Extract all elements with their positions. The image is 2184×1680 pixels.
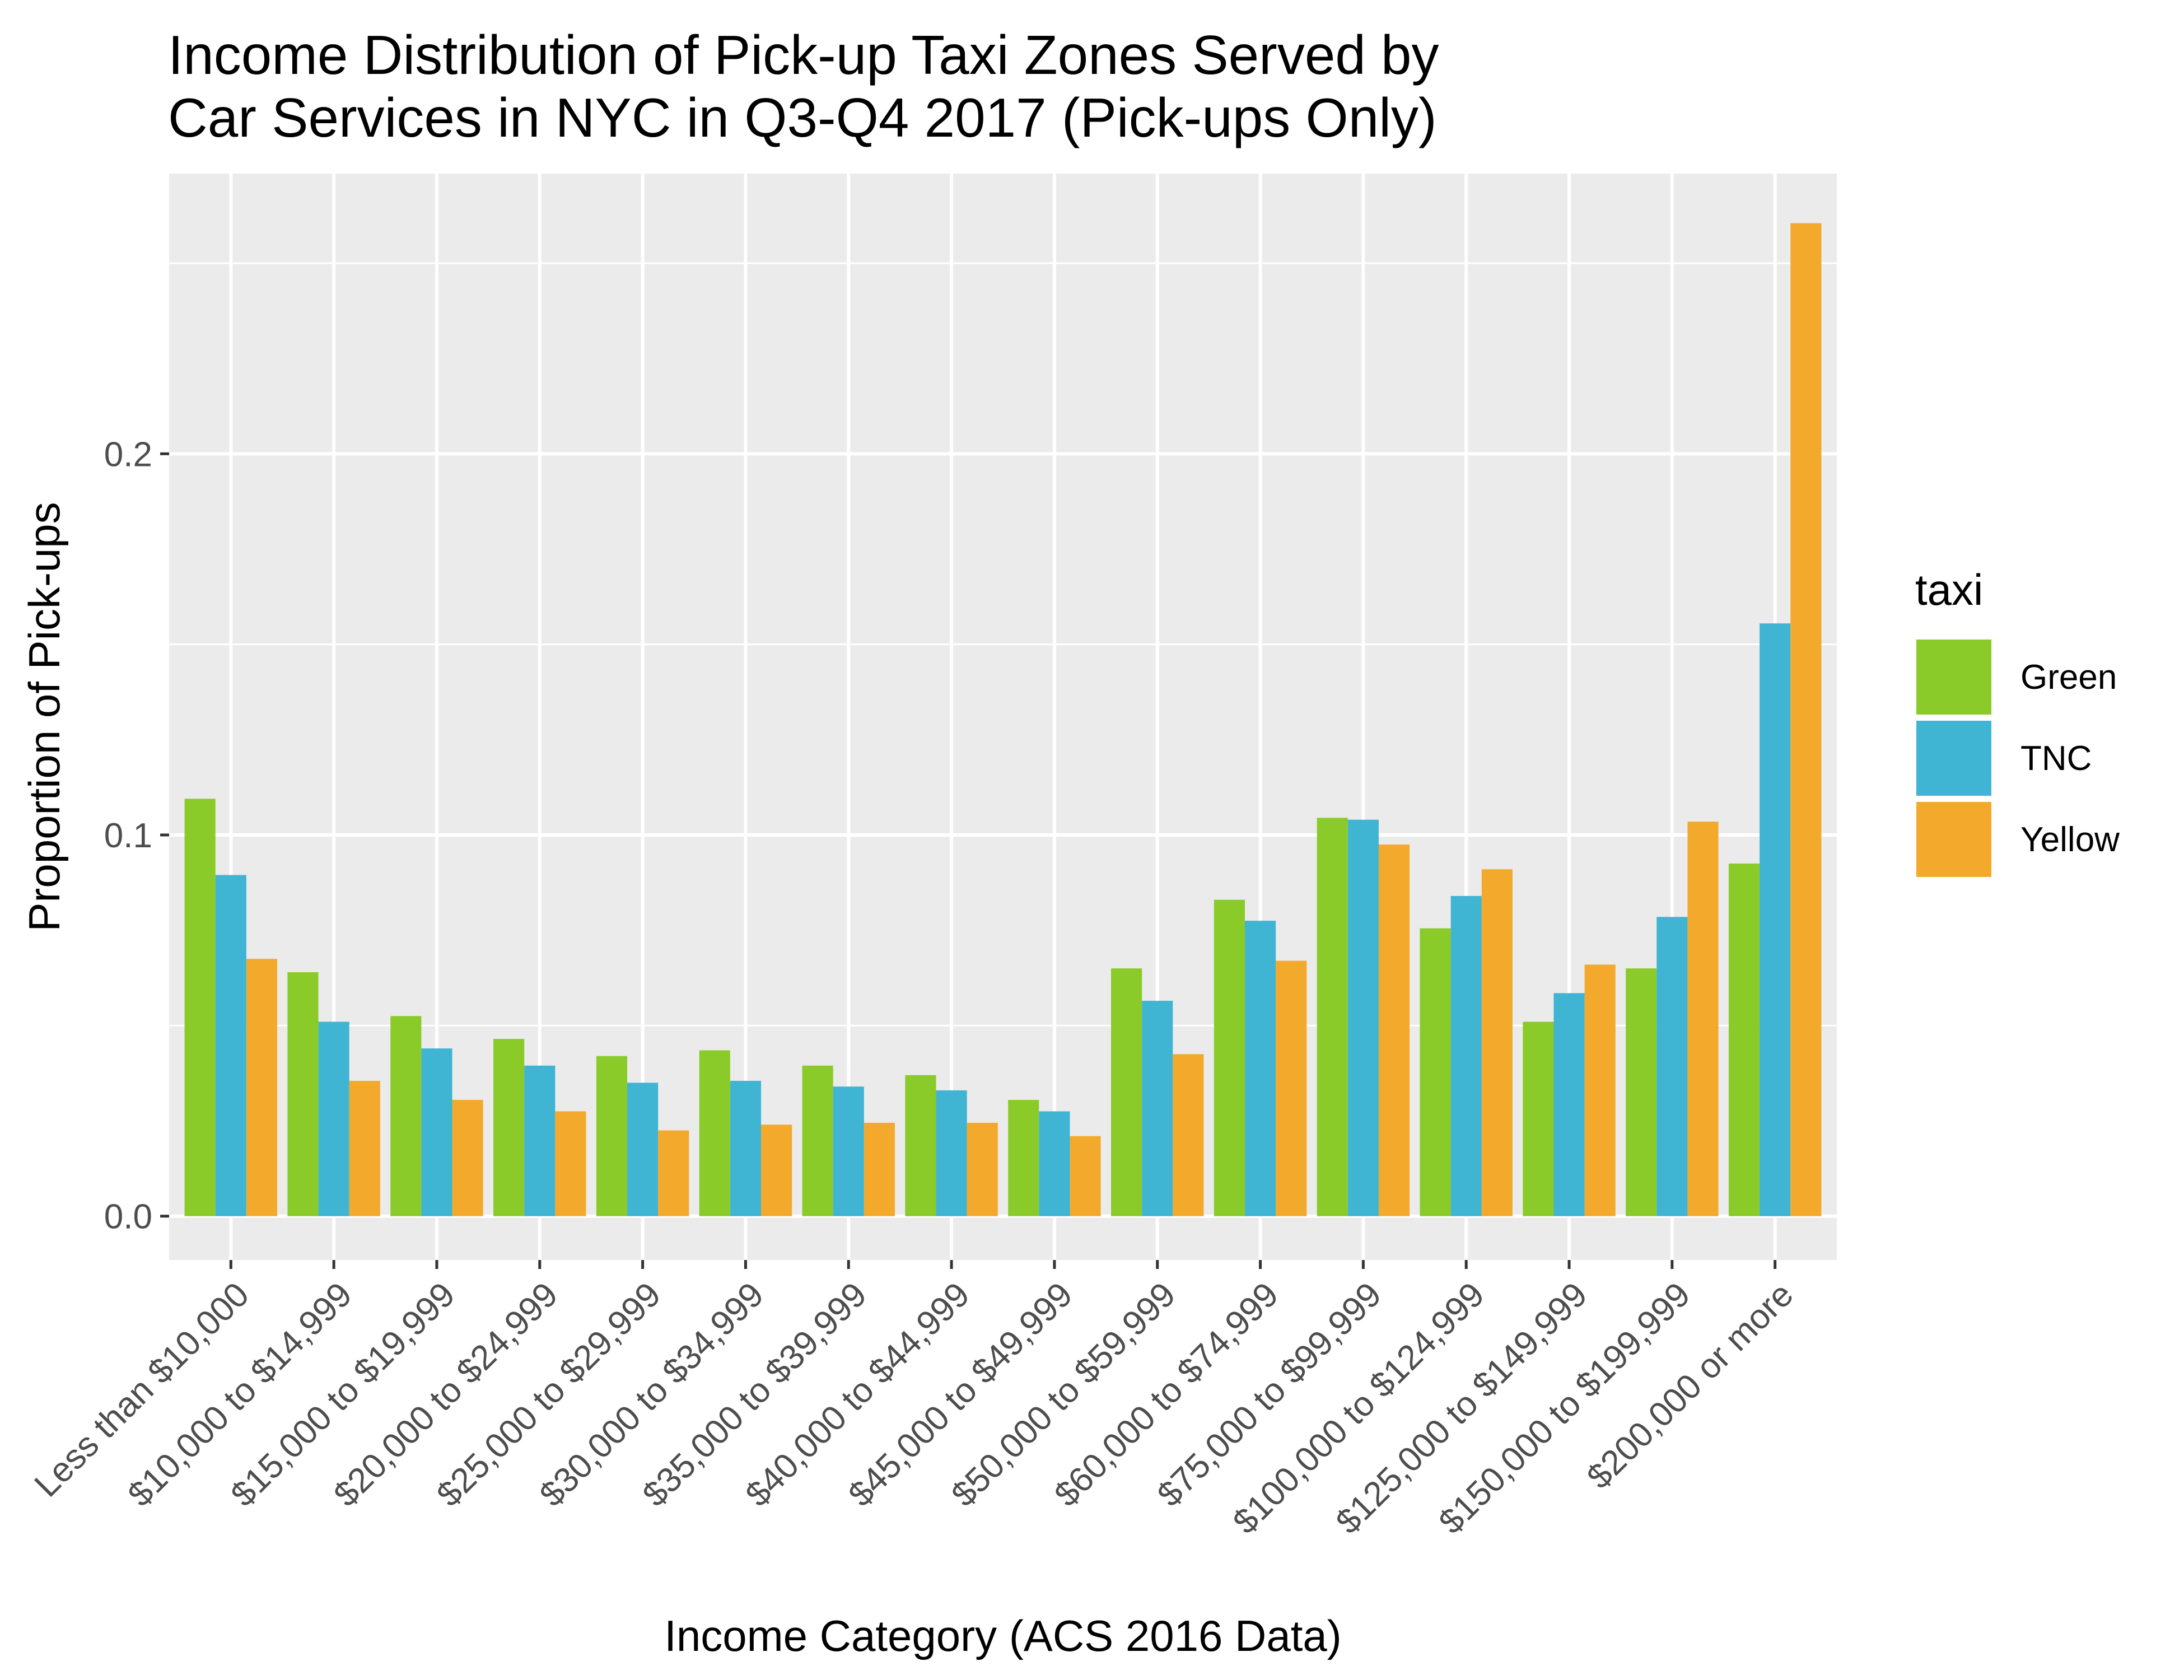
bar-green	[1008, 1100, 1039, 1216]
bar-tnc	[1760, 623, 1791, 1216]
bar-yellow	[1584, 964, 1616, 1216]
bar-yellow	[349, 1081, 380, 1216]
bar-yellow	[1276, 960, 1307, 1216]
bar-green	[1523, 1021, 1554, 1216]
legend-key-green	[1916, 640, 1991, 715]
bar-yellow	[658, 1130, 689, 1216]
bar-green	[1111, 968, 1142, 1216]
bar-green	[699, 1050, 730, 1216]
y-tick-label: 0.2	[104, 435, 152, 474]
legend-key-yellow	[1916, 802, 1991, 877]
bar-tnc	[1244, 921, 1276, 1216]
chart-title-line-1: Income Distribution of Pick-up Taxi Zone…	[168, 24, 1439, 86]
bar-yellow	[452, 1100, 483, 1216]
bar-green	[1626, 968, 1657, 1216]
bar-yellow	[967, 1122, 998, 1216]
bar-green	[1317, 818, 1348, 1216]
bar-tnc	[1347, 819, 1379, 1216]
y-axis-title: Proportion of Pick-ups	[20, 502, 69, 931]
legend: taxi Green TNC Yellow	[1915, 565, 2120, 877]
bar-yellow	[1687, 822, 1719, 1216]
bar-yellow	[555, 1111, 586, 1216]
bar-tnc	[524, 1065, 556, 1216]
bar-green	[287, 972, 319, 1216]
bar-green	[596, 1056, 628, 1216]
legend-label-tnc: TNC	[2020, 739, 2092, 778]
legend-key-tnc	[1916, 721, 1991, 796]
bar-yellow	[1173, 1054, 1204, 1216]
bar-green	[1728, 864, 1760, 1216]
bar-tnc	[627, 1082, 659, 1216]
legend-label-green: Green	[2020, 658, 2117, 697]
y-tick-label: 0.0	[104, 1198, 152, 1236]
bar-tnc	[1553, 993, 1585, 1216]
bar-yellow	[1790, 223, 1822, 1216]
bar-yellow	[246, 959, 278, 1216]
bar-tnc	[1656, 917, 1688, 1216]
chart-title-line-2: Car Services in NYC in Q3-Q4 2017 (Pick-…	[168, 87, 1437, 148]
bar-tnc	[215, 875, 246, 1216]
bar-green	[802, 1065, 833, 1216]
bar-green	[905, 1075, 936, 1216]
x-axis-title: Income Category (ACS 2016 Data)	[664, 1611, 1342, 1660]
bar-green	[1214, 899, 1245, 1216]
legend-label-yellow: Yellow	[2020, 820, 2120, 859]
bar-tnc	[1039, 1111, 1070, 1216]
bar-yellow	[761, 1124, 792, 1216]
bar-tnc	[833, 1086, 864, 1216]
bar-tnc	[936, 1090, 967, 1216]
bar-tnc	[730, 1081, 762, 1216]
bar-tnc	[1142, 1001, 1173, 1216]
bar-tnc	[318, 1021, 349, 1216]
bar-yellow	[864, 1122, 895, 1216]
bar-green	[184, 799, 216, 1216]
bar-green	[1420, 928, 1451, 1216]
bar-green	[390, 1016, 422, 1216]
bar-tnc	[1450, 895, 1482, 1216]
bars	[184, 223, 1822, 1216]
bar-green	[493, 1039, 525, 1216]
legend-title: taxi	[1915, 565, 1983, 614]
bar-tnc	[421, 1048, 452, 1216]
bar-yellow	[1070, 1136, 1101, 1216]
bar-yellow	[1378, 844, 1410, 1216]
bar-yellow	[1481, 869, 1513, 1216]
y-tick-label: 0.1	[104, 816, 152, 855]
